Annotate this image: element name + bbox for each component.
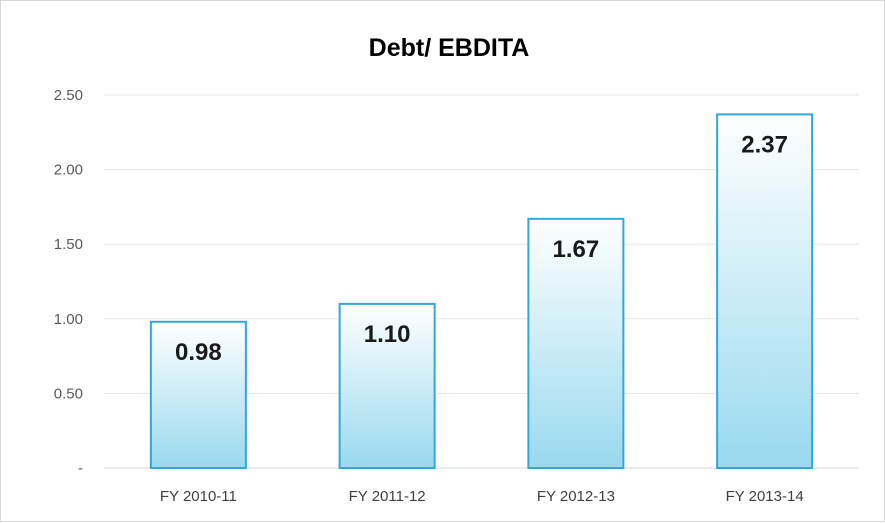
bar	[527, 217, 625, 469]
data-label: 0.98	[175, 339, 222, 366]
bar	[338, 302, 436, 469]
bar	[716, 113, 814, 469]
y-tick-label: 1.50	[54, 236, 83, 253]
data-label: 1.10	[364, 321, 411, 348]
y-tick-label: 0.50	[54, 385, 83, 402]
y-tick-label: 2.00	[54, 162, 83, 179]
x-category-label: FY 2013-14	[726, 488, 804, 505]
x-category-label: FY 2011-12	[349, 488, 426, 505]
y-tick-label: 1.00	[54, 311, 83, 328]
y-tick-label: 2.50	[54, 87, 83, 104]
data-labels: 0.98 1.10 1.67 2.37	[175, 131, 788, 365]
y-tick-label: -	[78, 460, 83, 477]
x-axis-category-labels: FY 2010-11 FY 2011-12 FY 2012-13 FY 2013-14	[160, 488, 804, 505]
x-category-label: FY 2010-11	[160, 488, 237, 505]
y-axis-tick-labels: - 0.50 1.00 1.50 2.00 2.50	[54, 87, 83, 477]
bar	[149, 320, 247, 469]
data-label: 1.67	[553, 236, 600, 263]
chart-title: Debt/ EBDITA	[369, 34, 530, 62]
data-label: 2.37	[741, 131, 788, 158]
x-category-label: FY 2012-13	[537, 488, 615, 505]
bars	[149, 113, 814, 469]
